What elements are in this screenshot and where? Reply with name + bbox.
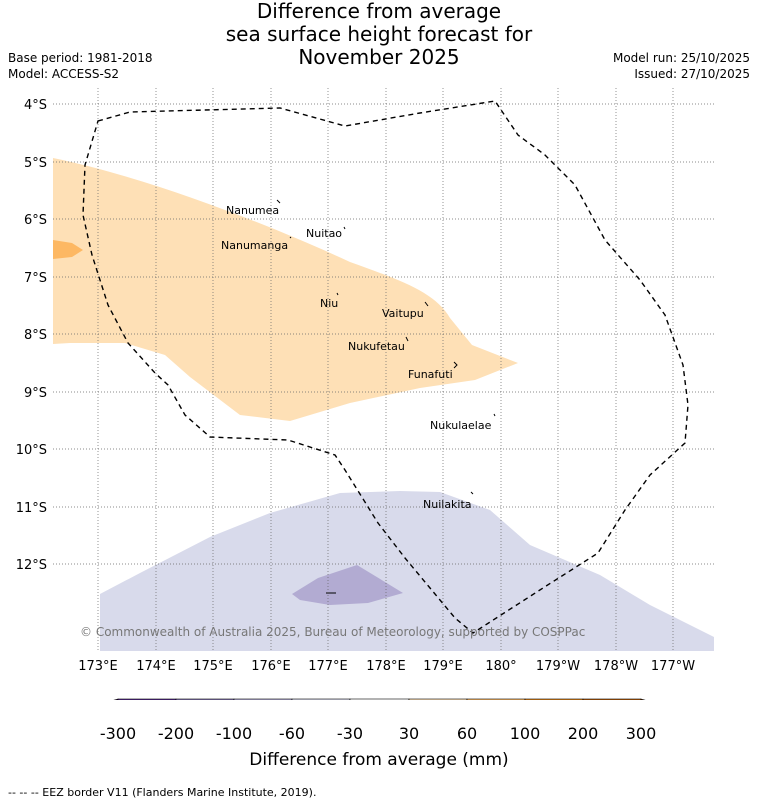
colorbar-swatch (349, 698, 410, 700)
lon-label: 173°E (78, 659, 118, 674)
map-plot-area: Nanumea Nuitao Nanumanga Niu Vaitupu Nuk… (53, 88, 714, 651)
island-nukufetau (405, 336, 409, 342)
anomaly-region-30-60 (53, 158, 518, 421)
lon-label: 180° (485, 659, 516, 674)
lat-label: 9°S (24, 386, 47, 401)
place-label-nanumanga: Nanumanga (221, 239, 288, 252)
place-label-funafuti: Funafuti (408, 368, 453, 381)
colorbar-swatch (524, 698, 584, 700)
lon-label: 176°E (251, 659, 291, 674)
anomaly-region-minus100-minus60 (292, 565, 403, 605)
colorbar-label: 60 (456, 724, 478, 743)
lat-label: 11°S (16, 501, 47, 516)
copyright-text: © Commonwealth of Australia 2025, Bureau… (80, 625, 585, 639)
base-period: Base period: 1981-2018 (8, 51, 153, 65)
colorbar-label: -100 (215, 724, 253, 743)
islands (276, 199, 496, 495)
colorbar-swatch (291, 698, 351, 700)
colorbar-label: -300 (99, 724, 137, 743)
lon-label: 177°W (651, 659, 695, 674)
place-label-nukufetau: Nukufetau (348, 340, 405, 353)
colorbar-label: 300 (625, 724, 657, 743)
island-niu (336, 292, 339, 296)
title-line-1: Difference from average (256, 0, 502, 23)
map-figure: Nanumea Nuitao Nanumanga Niu Vaitupu Nuk… (16, 88, 714, 700)
island-nuilakita (470, 491, 474, 495)
colorbar-extend-low (113, 698, 119, 700)
lat-label: 12°S (16, 558, 47, 573)
island-nukulaelae (493, 413, 496, 417)
lon-label: 178°W (594, 659, 638, 674)
model-run: Model run: 25/10/2025 (612, 51, 750, 65)
place-label-nuilakita: Nuilakita (423, 498, 472, 511)
lat-label: 10°S (16, 443, 47, 458)
model-name: Model: ACCESS-S2 (8, 67, 120, 81)
colorbar-swatch (582, 698, 642, 700)
lon-label: 177°E (308, 659, 348, 674)
anomaly-region-minus60-minus30 (100, 491, 714, 651)
eez-legend-note: -- -- -- EEZ border V11 (Flanders Marine… (8, 786, 317, 799)
place-label-nukulaelae: Nukulaelae (430, 419, 492, 432)
island-nanumanga (289, 236, 292, 239)
colorbar-extend-high (640, 698, 646, 700)
place-label-vaitupu: Vaitupu (382, 307, 424, 320)
colorbar-label: -30 (336, 724, 364, 743)
lon-label: 179°E (423, 659, 463, 674)
colorbar-swatch (175, 698, 235, 700)
island-nanumea (276, 199, 281, 204)
colorbar-label: -200 (157, 724, 195, 743)
lon-label: 178°E (366, 659, 406, 674)
colorbar-swatch (117, 698, 177, 700)
issued-date: Issued: 27/10/2025 (634, 67, 750, 81)
place-label-nuitao: Nuitao (306, 227, 342, 240)
lat-label: 7°S (24, 271, 47, 286)
lat-label: 6°S (24, 213, 47, 228)
colorbar-label: 100 (509, 724, 541, 743)
colorbar (113, 698, 646, 700)
lon-label: 174°E (136, 659, 176, 674)
colorbar-label: 200 (567, 724, 599, 743)
title-line-3: November 2025 (298, 45, 460, 69)
colorbar-swatch (408, 698, 468, 700)
title-line-2: sea surface height forecast for (225, 22, 533, 46)
colorbar-title: Difference from average (mm) (249, 750, 509, 770)
colorbar-label: 30 (398, 724, 420, 743)
lat-gridlines (53, 103, 714, 565)
lat-label: 4°S (24, 98, 47, 113)
place-label-nanumea: Nanumea (226, 204, 279, 217)
eez-border (82, 100, 689, 634)
island-vaitupu (424, 301, 429, 307)
island-funafuti (453, 361, 458, 369)
lon-gridlines (97, 88, 674, 651)
island-nuitao (343, 226, 346, 230)
colorbar-label: -60 (278, 724, 306, 743)
colorbar-swatch (466, 698, 526, 700)
lon-label: 179°W (536, 659, 580, 674)
place-label-niu: Niu (320, 297, 338, 310)
lat-label: 8°S (24, 328, 47, 343)
lat-label: 5°S (24, 156, 47, 171)
anomaly-region-60-100 (53, 240, 83, 259)
colorbar-swatch (233, 698, 293, 700)
lon-label: 175°E (193, 659, 233, 674)
